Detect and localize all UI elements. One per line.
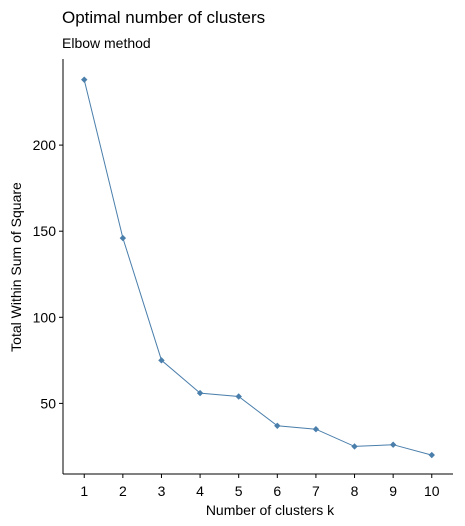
x-tick-label: 10	[424, 483, 440, 499]
series-line	[83, 79, 432, 456]
x-tick-label: 1	[80, 483, 88, 499]
y-tick-label: 150	[33, 223, 57, 239]
x-axis-ticks: 1 2 3 4 5 6 7 8 9 10	[80, 474, 440, 499]
data-point	[81, 76, 88, 83]
x-tick-label: 5	[235, 483, 243, 499]
data-point	[312, 426, 320, 433]
data-point	[119, 234, 127, 242]
data-point	[428, 451, 435, 459]
x-tick-label: 6	[273, 483, 281, 499]
data-point	[274, 422, 281, 429]
data-point	[196, 389, 204, 397]
x-tick-label: 8	[351, 483, 359, 499]
x-tick-label: 9	[389, 483, 397, 499]
x-tick-label: 7	[312, 483, 320, 499]
x-tick-label: 4	[196, 483, 204, 499]
x-tick-label: 2	[119, 483, 127, 499]
data-point	[389, 441, 397, 448]
data-point	[158, 357, 165, 364]
data-point	[235, 393, 242, 400]
y-tick-label: 50	[40, 395, 56, 411]
x-axis-label: Number of clusters k	[206, 502, 335, 518]
y-tick-label: 200	[33, 137, 57, 153]
y-tick-label: 100	[33, 309, 57, 325]
chart-title: Optimal number of clusters	[62, 8, 265, 27]
y-axis-ticks: 50 100 150 200	[33, 137, 63, 411]
series-layer	[81, 76, 435, 459]
x-tick-label: 3	[158, 483, 166, 499]
y-axis-label: Total Within Sum of Square	[8, 182, 24, 352]
data-point	[351, 443, 358, 450]
chart-subtitle: Elbow method	[62, 35, 151, 51]
